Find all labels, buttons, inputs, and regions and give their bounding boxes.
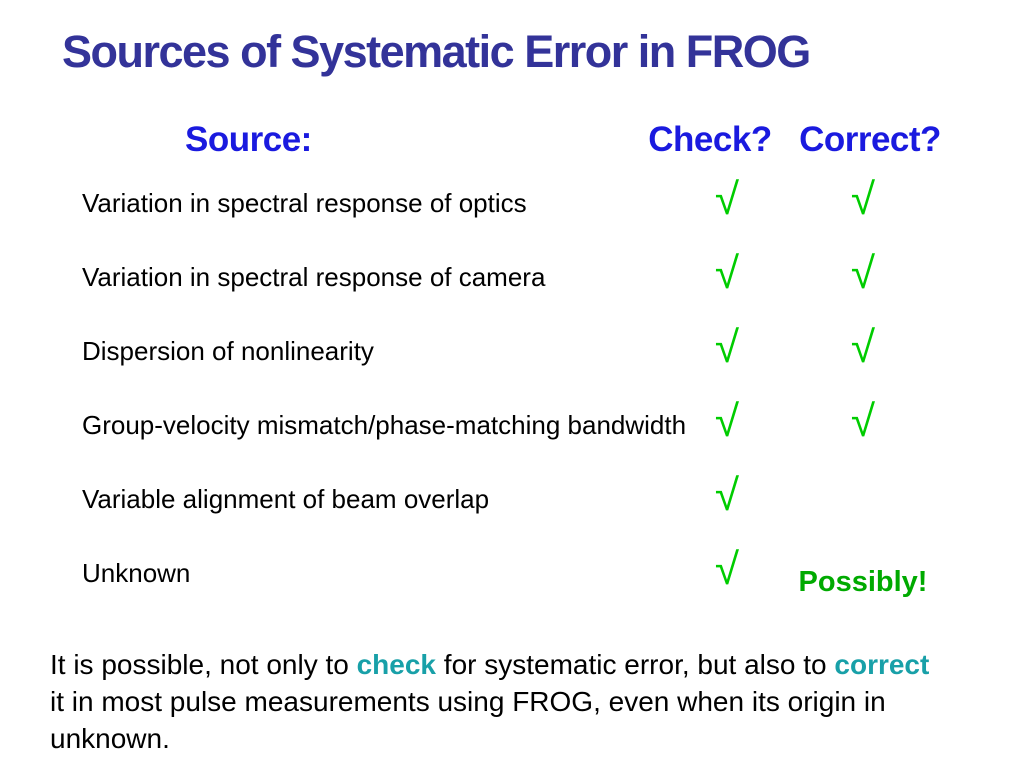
error-sources-table: Variation in spectral response of optics… <box>0 176 1024 646</box>
possibly-note: Possibly! <box>798 566 928 598</box>
column-header-source: Source: <box>185 120 312 159</box>
table-row: Group-velocity mismatch/phase-matching b… <box>0 398 1024 472</box>
check-mark-icon: √ <box>714 471 740 520</box>
check-emphasis-word: check <box>356 649 437 680</box>
correct-mark-icon: √ <box>850 175 876 224</box>
conclusion-line: It is possible, not only to check for sy… <box>50 646 990 683</box>
row-label: Group-velocity mismatch/phase-matching b… <box>82 410 687 440</box>
check-mark-icon: √ <box>714 323 740 372</box>
correct-mark-icon: √ <box>850 323 876 372</box>
conclusion-text: It is possible, not only to <box>50 649 357 680</box>
row-label: Unknown <box>82 558 191 588</box>
conclusion-line: unknown. <box>50 723 170 754</box>
check-mark-icon: √ <box>714 397 740 446</box>
table-row: Unknown √ Possibly! <box>0 546 1024 620</box>
slide-title: Sources of Systematic Error in FROG <box>62 26 811 77</box>
column-header-check: Check? <box>648 120 772 159</box>
row-label: Variation in spectral response of optics <box>82 188 527 218</box>
correct-mark-icon: √ <box>850 249 876 298</box>
check-mark-icon: √ <box>714 249 740 298</box>
conclusion-text: for systematic error, but also to <box>436 649 835 680</box>
column-header-correct: Correct? <box>799 120 941 159</box>
table-row: Variation in spectral response of camera… <box>0 250 1024 324</box>
check-mark-icon: √ <box>714 545 740 594</box>
row-label: Variation in spectral response of camera <box>82 262 546 292</box>
conclusion-line: it in most pulse measurements using FROG… <box>50 686 886 717</box>
row-label: Variable alignment of beam overlap <box>82 484 490 514</box>
table-row: Dispersion of nonlinearity √ √ <box>0 324 1024 398</box>
correct-emphasis-word: correct <box>834 649 930 680</box>
correct-mark-icon: √ <box>850 397 876 446</box>
table-row: Variation in spectral response of optics… <box>0 176 1024 250</box>
table-row: Variable alignment of beam overlap √ <box>0 472 1024 546</box>
conclusion-paragraph: It is possible, not only to check for sy… <box>50 646 990 757</box>
row-label: Dispersion of nonlinearity <box>82 336 374 366</box>
check-mark-icon: √ <box>714 175 740 224</box>
